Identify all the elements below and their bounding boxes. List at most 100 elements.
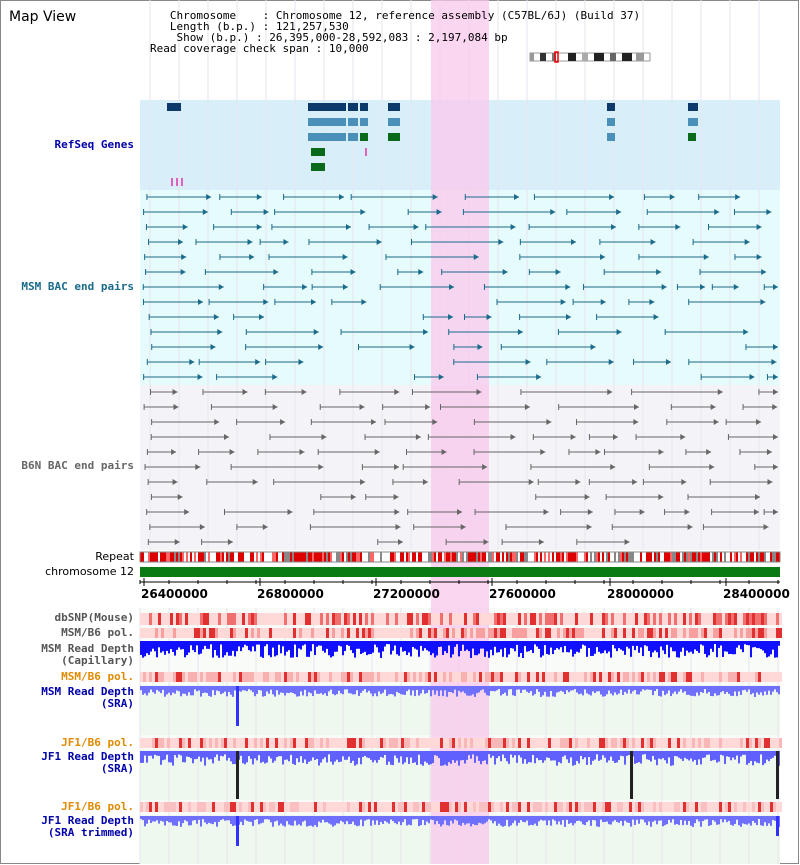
jf1-sra-depth (230, 751, 232, 762)
jf1-sra-depth (526, 751, 528, 764)
jf1-b6-pol-cell (488, 738, 491, 748)
msm-sra-depth (778, 686, 780, 695)
jf1-b6-pol-cell (509, 738, 512, 748)
jf1-b6-pol2-cell (173, 802, 176, 812)
dbsnp-cell (179, 613, 182, 625)
repeat-segment (568, 552, 570, 562)
msm-sra-depth (602, 686, 604, 697)
msm-b6-pol2-cell (293, 672, 296, 682)
jf1-trim-depth (244, 816, 246, 820)
msm-sra-depth (358, 686, 360, 696)
jf1-b6-pol2-cell (233, 802, 236, 812)
dbsnp-cell (182, 613, 185, 625)
repeat-segment (236, 552, 238, 562)
msm-sra-depth (340, 686, 342, 694)
repeat-segment (300, 552, 302, 562)
msm-sra-depth (374, 686, 376, 694)
chromosome-bar (140, 567, 780, 577)
jf1-sra-depth (156, 751, 158, 756)
jf1-sra-depth (602, 751, 604, 756)
dbsnp-cell (716, 613, 719, 625)
jf1-trim-depth (514, 816, 516, 821)
jf1-b6-pol2-cell (728, 802, 731, 812)
msm-cap-depth (508, 641, 510, 655)
msm-sra-depth (686, 686, 688, 695)
repeat-segment (260, 552, 262, 562)
jf1-sra-depth (374, 751, 376, 761)
jf1-b6-pol2-cell (644, 802, 647, 812)
msm-sra-depth (764, 686, 766, 692)
repeat-segment (198, 552, 200, 562)
b6n-bac-arrow (773, 509, 778, 515)
msm-b6-pol2-cell (767, 672, 770, 682)
jf1-sra-depth (226, 751, 228, 761)
dbsnp-cell (194, 613, 197, 625)
msm-cap-depth (748, 641, 750, 646)
msm-cap-depth (458, 641, 460, 657)
msm-sra-depth (314, 686, 316, 691)
msm-b6-pol2-cell (353, 672, 356, 682)
msm-bac-arrow (302, 284, 308, 290)
msm-cap-depth (150, 641, 152, 652)
msm-b6-pol-cell (356, 628, 359, 638)
b6n-bac-arrow (460, 524, 466, 530)
repeat-segment (162, 552, 164, 562)
jf1-trim-depth (452, 816, 454, 824)
msm-cap-depth (364, 641, 366, 652)
msm-b6-pol2-cell (578, 672, 581, 682)
jf1-trim-depth (246, 816, 248, 821)
msm-cap-depth (212, 641, 214, 658)
msm-bac-arrow (189, 359, 195, 365)
repeat-segment (314, 552, 316, 562)
jf1-trim-depth (252, 816, 254, 826)
msm-sra-depth (446, 686, 448, 697)
jf1-b6-pol2-cell (386, 802, 389, 812)
repeat-segment (216, 552, 218, 562)
jf1-b6-pol2-cell (527, 802, 530, 812)
jf1-b6-pol2-cell (302, 802, 305, 812)
msm-b6-pol-cell (425, 628, 428, 638)
msm-cap-depth (538, 641, 540, 649)
msm-sra-depth (198, 686, 200, 691)
msm-b6-pol-cell (179, 628, 182, 638)
dbsnp-cell (383, 613, 386, 625)
msm-sra-depth (350, 686, 352, 694)
jf1-trim-depth (290, 816, 292, 826)
jf1-trim-depth (574, 816, 576, 824)
msm-b6-pol2-cell (710, 672, 713, 682)
jf1-b6-pol-cell (434, 738, 437, 748)
jf1-trim-depth (232, 816, 234, 827)
jf1-sra-depth (320, 751, 322, 763)
dbsnp-cell (704, 613, 707, 625)
jf1-sra-depth (166, 751, 168, 755)
repeat-segment (672, 552, 674, 562)
jf1-trim-depth (296, 816, 298, 826)
gene-arrow (688, 133, 693, 141)
jf1-b6-pol2-cell (608, 802, 611, 812)
msm-b6-pol-cell (476, 628, 479, 638)
dbsnp-cell (269, 613, 272, 625)
repeat-segment (676, 552, 678, 562)
msm-cap-depth (486, 641, 488, 652)
jf1-b6-pol2-cell (434, 802, 437, 812)
msm-sra-depth (244, 686, 246, 691)
jf1-b6-pol-cell (188, 738, 191, 748)
msm-b6-pol-cell (149, 628, 152, 638)
msm-b6-pol-cell (296, 628, 299, 638)
dbsnp-cell (362, 613, 365, 625)
jf1-trim-depth (736, 816, 738, 820)
jf1-sra-depth (774, 751, 776, 756)
jf1-trim-depth (168, 816, 170, 823)
msm-b6-pol2-cell (446, 672, 449, 682)
jf1-sra-depth (694, 751, 696, 760)
msm-cap-depth (646, 641, 648, 647)
msm-b6-pol-cell (770, 628, 773, 638)
msm-cap-depth (202, 641, 204, 650)
msm-sra-depth (624, 686, 626, 692)
ruler-tick-2: 27200000 (373, 587, 440, 601)
msm-cap-depth (528, 641, 530, 652)
jf1-trim-depth (546, 816, 548, 826)
jf1-sra-depth (512, 751, 514, 758)
jf1-b6-pol2-cell (545, 802, 548, 812)
